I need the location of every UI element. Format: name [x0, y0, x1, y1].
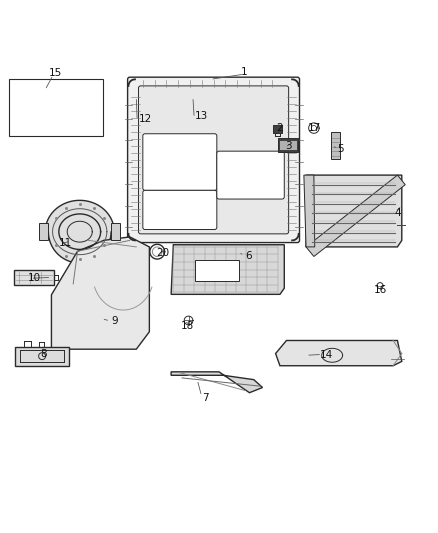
Text: 2: 2	[277, 123, 283, 133]
Polygon shape	[45, 200, 114, 263]
Polygon shape	[279, 140, 297, 150]
Polygon shape	[111, 223, 120, 240]
Text: 15: 15	[49, 68, 63, 78]
Polygon shape	[304, 175, 315, 247]
Polygon shape	[14, 270, 53, 285]
Bar	[9, 79, 103, 136]
Text: 6: 6	[245, 251, 252, 261]
Text: 5: 5	[338, 144, 344, 154]
Polygon shape	[331, 132, 340, 158]
Polygon shape	[306, 175, 405, 256]
FancyBboxPatch shape	[143, 134, 217, 190]
Text: 11: 11	[59, 238, 72, 248]
Text: 18: 18	[181, 321, 194, 330]
Text: 16: 16	[374, 285, 388, 295]
FancyBboxPatch shape	[127, 77, 300, 243]
FancyBboxPatch shape	[217, 151, 284, 199]
Bar	[195, 261, 239, 281]
Text: 3: 3	[285, 141, 292, 151]
Text: 10: 10	[28, 273, 41, 283]
Polygon shape	[306, 175, 402, 247]
Polygon shape	[51, 237, 149, 349]
Polygon shape	[171, 245, 284, 294]
Polygon shape	[15, 346, 69, 366]
Polygon shape	[278, 138, 298, 152]
Text: 13: 13	[195, 111, 208, 121]
Polygon shape	[273, 125, 282, 133]
Text: 9: 9	[111, 317, 118, 326]
FancyBboxPatch shape	[143, 190, 217, 230]
Text: 4: 4	[394, 208, 401, 219]
Polygon shape	[197, 80, 219, 83]
Text: 17: 17	[308, 123, 321, 133]
FancyBboxPatch shape	[138, 86, 289, 234]
Polygon shape	[171, 372, 262, 393]
Text: 8: 8	[40, 350, 47, 359]
Text: 20: 20	[156, 248, 169, 259]
Text: 1: 1	[241, 67, 247, 77]
Text: 12: 12	[138, 114, 152, 124]
Polygon shape	[39, 223, 48, 240]
Polygon shape	[276, 341, 402, 366]
Text: 7: 7	[202, 393, 208, 403]
Text: 14: 14	[319, 350, 333, 360]
